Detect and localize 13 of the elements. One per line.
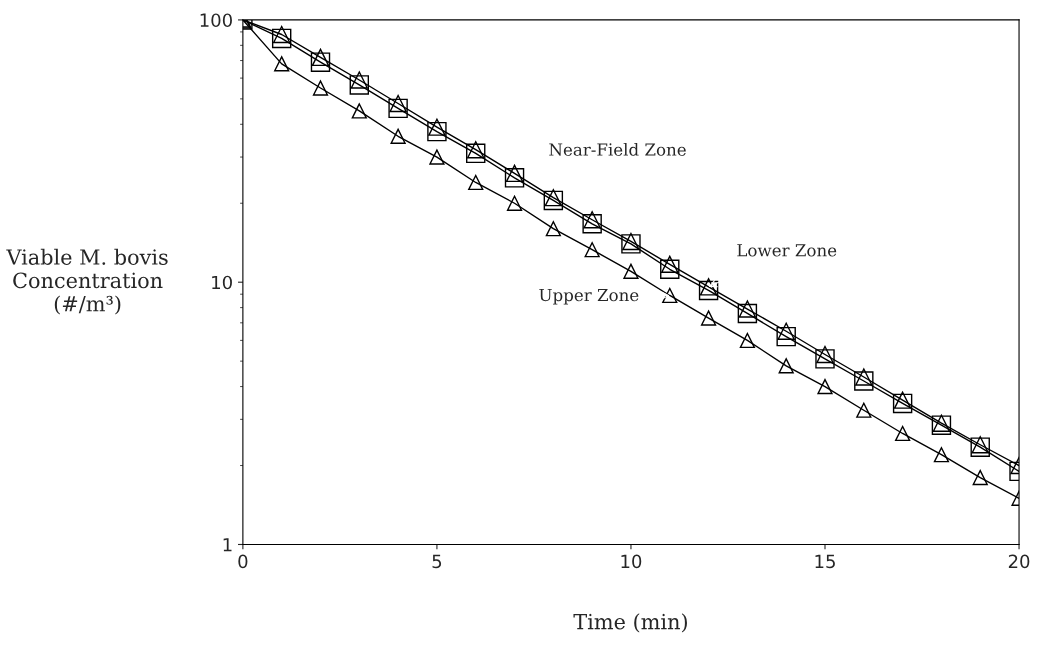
y-tick-label: 1 xyxy=(223,538,232,552)
annotation: Upper Zone xyxy=(539,288,639,305)
x-tick-label: 10 xyxy=(621,554,642,569)
annotation: Lower Zone xyxy=(737,244,837,257)
y-axis-title: Viable M. bovis Concentration (#/m³) xyxy=(6,248,168,315)
annotation: Near-Field Zone xyxy=(549,142,686,156)
y-tick-label: 100 xyxy=(200,13,232,28)
x-tick-label: 0 xyxy=(238,554,248,569)
y-tick-label: 10 xyxy=(212,275,232,290)
x-tick-label: 20 xyxy=(1008,554,1030,569)
x-axis-title: Time (min) xyxy=(573,613,687,633)
x-tick-label: 5 xyxy=(432,554,442,569)
x-tick-label: 15 xyxy=(815,554,835,569)
